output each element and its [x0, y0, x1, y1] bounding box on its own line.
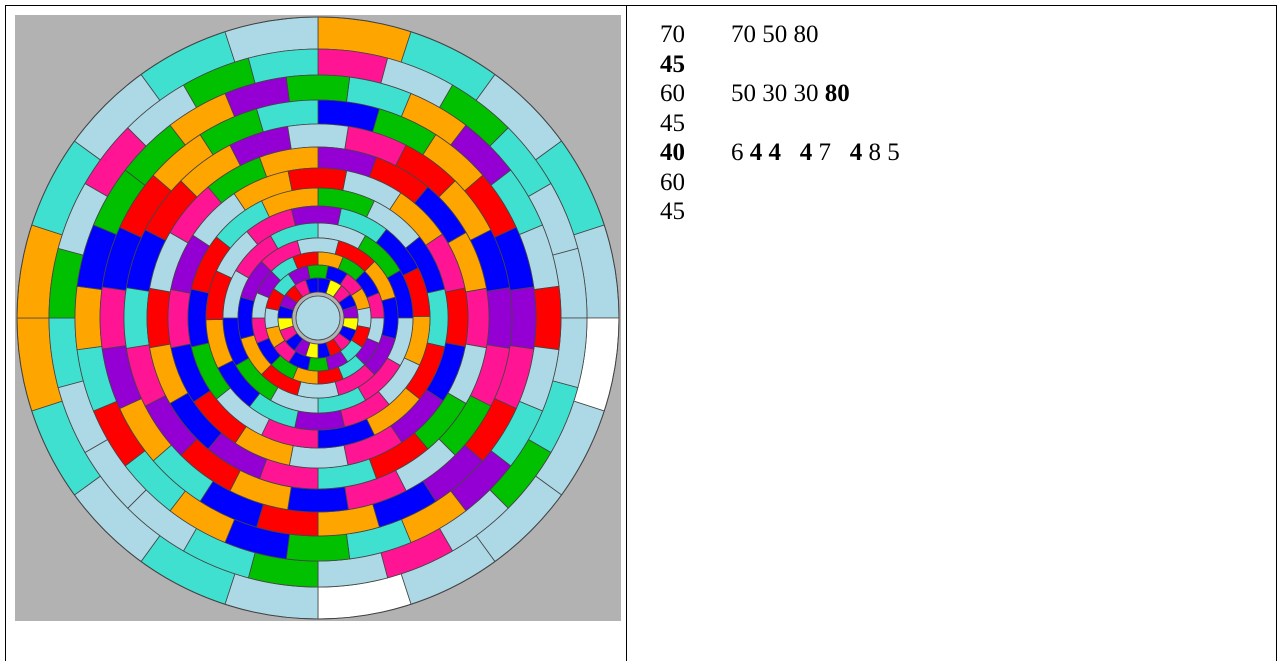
- notes-row-token: [781, 139, 800, 166]
- notes-row-token: 4 4: [749, 139, 781, 166]
- ring-segment: [167, 288, 192, 349]
- ring-segment: [306, 264, 329, 280]
- notes-row: 45: [660, 109, 900, 139]
- notes-row: 60: [660, 168, 900, 198]
- notes-row-token: 7: [812, 139, 850, 166]
- notes-row-token: 6: [731, 139, 750, 166]
- notes-row-value: 40: [660, 139, 685, 166]
- notes-row-token: 70 50 80: [731, 21, 819, 48]
- notes-row: 40 6 4 4 4 7 4 8 5: [660, 138, 900, 168]
- circular-pattern-panel: [15, 15, 621, 621]
- notes-row-value: 45: [660, 50, 685, 78]
- ring-segment: [444, 287, 469, 348]
- ring-segment: [287, 123, 349, 150]
- ring-segment: [288, 444, 349, 469]
- ring-segment: [285, 74, 351, 103]
- ring-segment: [465, 287, 490, 349]
- number-notes: 70 70 50 80 45 60 50 30 30 80 45 40 6 4 4 4 7 4…: [660, 20, 900, 227]
- ring-segment: [285, 533, 351, 562]
- notes-row-token: 50 30 30: [731, 80, 825, 107]
- notes-row-sequence: 6 4 4 4 7 4 8 5: [731, 138, 900, 168]
- notes-row-value: 45: [660, 109, 685, 137]
- notes-row-token: 4: [799, 139, 813, 166]
- ring-segment: [356, 306, 372, 329]
- notes-row-sequence: 50 30 30 80: [731, 79, 850, 109]
- ring-segment: [264, 307, 280, 330]
- notes-row-value: 60: [660, 80, 685, 107]
- notes-row: 60 50 30 30 80: [660, 79, 900, 109]
- center-disc: [295, 295, 341, 341]
- ring-segment: [307, 356, 330, 372]
- notes-row-value: 70: [660, 21, 685, 48]
- notes-row-sequence: 70 50 80: [731, 20, 819, 50]
- table-frame: [5, 5, 1277, 661]
- ring-segment: [305, 277, 319, 294]
- notes-row: 45: [660, 197, 900, 227]
- notes-row-token: 4: [849, 139, 863, 166]
- ring-segment: [287, 486, 349, 513]
- notes-row: 70 70 50 80: [660, 20, 900, 50]
- ring-segment: [123, 287, 150, 349]
- notes-row-token: 8 5: [862, 139, 900, 166]
- ring-segment: [146, 287, 171, 349]
- table-divider: [626, 5, 627, 661]
- ring-segment: [509, 286, 537, 350]
- ring-segment: [74, 285, 103, 351]
- notes-row: 45: [660, 50, 900, 80]
- ring-segment: [99, 286, 127, 350]
- outer-outline: [16, 16, 620, 620]
- ring-segment: [486, 287, 513, 349]
- notes-row-token: 80: [824, 80, 850, 107]
- ring-segment: [287, 167, 348, 192]
- concentric-ring-diagram: [16, 16, 620, 620]
- notes-row-value: 60: [660, 168, 685, 196]
- ring-segment: [533, 285, 562, 351]
- notes-row-value: 45: [660, 198, 685, 225]
